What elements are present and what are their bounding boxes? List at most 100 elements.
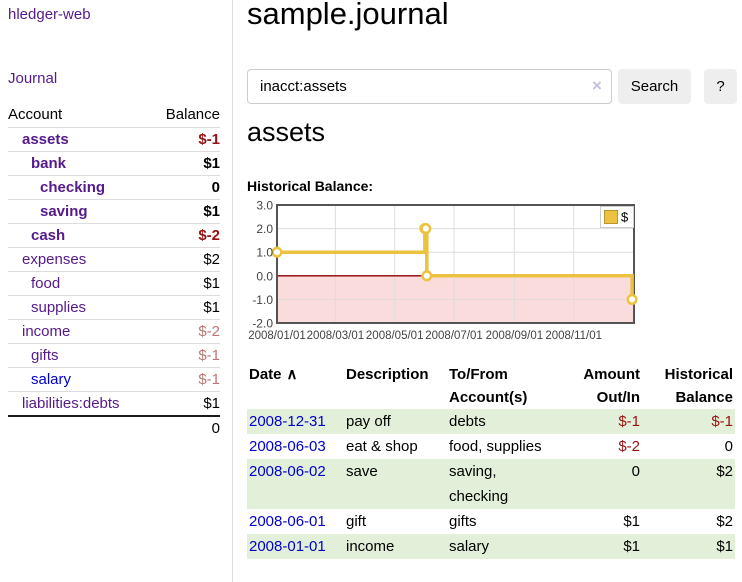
account-balance: $-2 — [158, 319, 220, 344]
transaction-date-link[interactable]: 2008-06-01 — [249, 513, 326, 530]
transaction-amount: 0 — [576, 459, 642, 509]
sidebar-item-journal[interactable]: Journal — [8, 70, 58, 87]
transaction-row: 2008-06-02 save saving, checking 0 $2 — [247, 459, 735, 509]
transaction-accounts: gifts — [449, 513, 477, 530]
transaction-balance: $2 — [716, 513, 733, 530]
svg-text:2008/03/01: 2008/03/01 — [307, 330, 365, 342]
account-row: checking 0 — [8, 175, 220, 200]
account-page-title: assets — [247, 117, 326, 147]
svg-text:2008/11/01: 2008/11/01 — [545, 330, 602, 342]
search-input[interactable] — [247, 69, 612, 104]
account-link-liabilities-debts[interactable]: liabilities:debts — [22, 395, 120, 412]
transaction-description: income — [344, 534, 447, 559]
clear-search-icon[interactable]: × — [592, 76, 602, 95]
transaction-row: 2008-01-01 income salary $1 $1 — [247, 534, 735, 559]
account-balance: $1 — [158, 151, 220, 176]
transaction-row: 2008-06-03 eat & shop food, supplies $-2… — [247, 434, 735, 459]
help-button[interactable]: ? — [704, 69, 737, 104]
account-row: expenses $2 — [8, 247, 220, 272]
transaction-amount: $1 — [623, 513, 640, 530]
transaction-amount: $1 — [576, 534, 642, 559]
account-balance: $-1 — [158, 127, 220, 152]
account-row: bank $1 — [8, 151, 220, 176]
svg-text:0.0: 0.0 — [256, 269, 273, 283]
account-balance: $-1 — [158, 367, 220, 392]
account-link-assets[interactable]: assets — [22, 131, 69, 148]
svg-text:2.0: 2.0 — [256, 222, 273, 236]
svg-text:1.0: 1.0 — [256, 246, 273, 260]
transaction-balance: $2 — [642, 459, 735, 509]
accounts-col-account: Account — [8, 106, 63, 123]
account-balance: $1 — [158, 391, 220, 416]
transaction-balance: 0 — [724, 438, 733, 455]
account-link-income[interactable]: income — [22, 323, 71, 340]
transaction-accounts: debts — [447, 409, 576, 434]
transaction-date-link[interactable]: 2008-01-01 — [249, 538, 326, 555]
account-link-checking[interactable]: checking — [40, 179, 106, 196]
transaction-row: 2008-06-01 gift gifts $1 $2 — [247, 509, 735, 534]
account-row: liabilities:debts $1 — [8, 391, 220, 416]
account-link-food[interactable]: food — [31, 275, 61, 292]
svg-text:-1.0: -1.0 — [252, 293, 273, 307]
transaction-accounts: salary — [447, 534, 576, 559]
account-balance: $-2 — [158, 223, 220, 248]
account-link-bank[interactable]: bank — [31, 155, 67, 172]
accounts-table: Account Balance assets $-1 bank $1 check… — [8, 102, 220, 440]
chart-heading: Historical Balance: — [247, 178, 374, 194]
transaction-amount: $-1 — [576, 409, 642, 434]
register-col-date[interactable]: Date ∧ — [247, 363, 344, 409]
transaction-description: gift — [346, 513, 367, 530]
transaction-row: 2008-12-31 pay off debts $-1 $-1 — [247, 409, 735, 434]
account-balance: $-1 — [158, 343, 220, 368]
sidebar: hledger-web Journal Account Balance asse… — [0, 0, 233, 582]
account-link-salary[interactable]: salary — [31, 371, 72, 388]
svg-text:3.0: 3.0 — [256, 200, 273, 213]
account-link-expenses[interactable]: expenses — [22, 251, 87, 268]
historical-balance-chart: $3.0 2.0 1.0 0.0 -1.0 -2.0 2008/01/01 2008/03/0… — [247, 199, 739, 345]
account-row: cash $-2 — [8, 223, 220, 248]
accounts-header-row: Account Balance — [8, 102, 220, 128]
account-link-gifts[interactable]: gifts — [31, 347, 59, 364]
svg-text:2008/01/01: 2008/01/01 — [248, 330, 306, 342]
accounts-total-value: 0 — [158, 415, 220, 440]
account-balance: $1 — [158, 271, 220, 296]
transaction-date-link[interactable]: 2008-12-31 — [249, 413, 326, 430]
transaction-description: pay off — [344, 409, 447, 434]
svg-text:2008/09/01: 2008/09/01 — [486, 330, 544, 342]
register-col-amount: Amount Out/In — [583, 366, 640, 406]
account-balance: $1 — [158, 199, 220, 224]
transaction-date-link[interactable]: 2008-06-03 — [249, 438, 326, 455]
search-button[interactable]: Search — [618, 69, 691, 104]
register-table: Date ∧ Description To/From Account(s) Amo… — [247, 363, 735, 559]
svg-text:2008/05/01: 2008/05/01 — [366, 330, 424, 342]
app-brand-link[interactable]: hledger-web — [8, 6, 91, 23]
account-link-supplies[interactable]: supplies — [31, 299, 87, 316]
date-header-label: Date — [249, 366, 282, 383]
account-balance: $2 — [158, 247, 220, 272]
accounts-col-balance: Balance — [165, 106, 220, 123]
account-balance: $1 — [158, 295, 220, 320]
register-col-description: Description — [346, 366, 429, 383]
account-row: assets $-1 — [8, 127, 220, 152]
account-row: salary $-1 — [8, 367, 220, 392]
account-balance: 0 — [158, 175, 220, 200]
page-title: sample.journal — [247, 0, 449, 31]
account-link-saving[interactable]: saving — [40, 203, 88, 220]
transaction-date-link[interactable]: 2008-06-02 — [249, 463, 326, 480]
register-header-row: Date ∧ Description To/From Account(s) Amo… — [247, 363, 735, 409]
account-row: supplies $1 — [8, 295, 220, 320]
transaction-accounts: food, supplies — [449, 438, 542, 455]
account-link-cash[interactable]: cash — [31, 227, 66, 244]
transaction-accounts: saving, checking — [447, 459, 576, 509]
account-row: gifts $-1 — [8, 343, 220, 368]
register-col-account: To/From Account(s) — [449, 366, 528, 406]
account-row: food $1 — [8, 271, 220, 296]
transaction-balance: $1 — [642, 534, 735, 559]
svg-text:-2.0: -2.0 — [252, 317, 273, 331]
sort-ascending-icon: ∧ — [286, 366, 298, 383]
transaction-description: save — [344, 459, 447, 509]
transaction-amount: $-2 — [618, 438, 640, 455]
transaction-balance: $-1 — [642, 409, 735, 434]
account-row: saving $1 — [8, 199, 220, 224]
accounts-total-row: 0 — [8, 415, 220, 440]
